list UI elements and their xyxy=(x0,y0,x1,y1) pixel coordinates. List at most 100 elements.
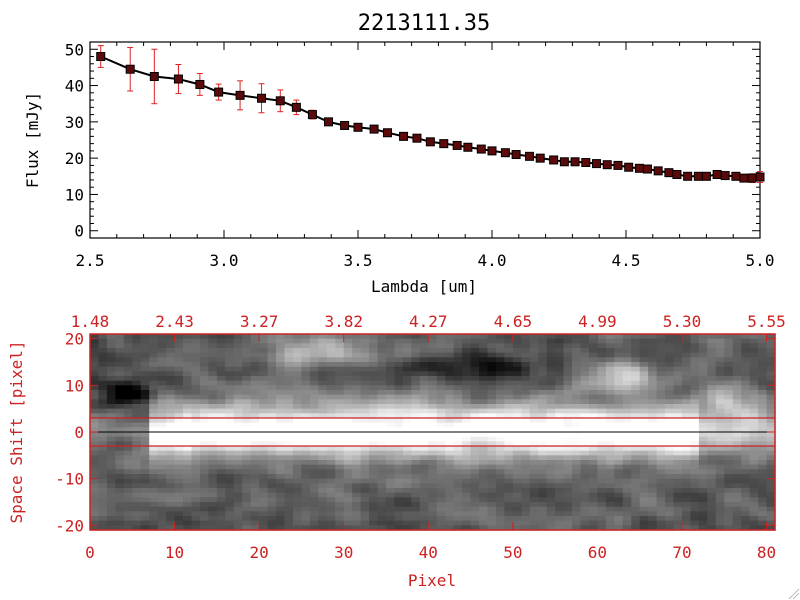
heatmap-cell xyxy=(352,343,362,349)
heatmap-cell xyxy=(242,455,252,461)
data-point xyxy=(425,137,435,147)
heatmap-cell xyxy=(690,469,700,475)
heatmap-cell xyxy=(479,474,489,480)
heatmap-cell xyxy=(453,422,463,428)
y-tick-label: -20 xyxy=(55,516,84,535)
heatmap-cell xyxy=(462,497,472,503)
heatmap-cell xyxy=(622,483,632,489)
heatmap-cell xyxy=(250,446,260,452)
heatmap-cell xyxy=(292,418,303,424)
heatmap-cell xyxy=(555,516,565,522)
heatmap-cell xyxy=(715,352,725,358)
heatmap-cell xyxy=(191,525,201,531)
heatmap-cell xyxy=(529,376,539,382)
heatmap-cell xyxy=(681,502,692,508)
heatmap-cell xyxy=(546,376,556,382)
heatmap-cell xyxy=(428,413,438,419)
heatmap-cell xyxy=(394,436,404,442)
heatmap-cell xyxy=(614,455,624,461)
heatmap-cell xyxy=(98,455,108,461)
top-tick-label: 4.65 xyxy=(494,312,533,331)
heatmap-cell xyxy=(749,371,759,377)
heatmap-cell xyxy=(394,394,404,400)
heatmap-cell xyxy=(715,385,725,391)
heatmap-cell xyxy=(377,380,387,386)
heatmap-cell xyxy=(369,511,379,517)
pixel-axis-ticks: 0 10 20 30 40 50 60 70 80 xyxy=(85,522,776,562)
heatmap-cell xyxy=(157,469,167,475)
heatmap-cell xyxy=(749,446,759,452)
heatmap-cell xyxy=(318,441,328,447)
heatmap-cell xyxy=(199,446,209,452)
heatmap-cell xyxy=(648,520,658,526)
heatmap-cell xyxy=(504,469,514,475)
heatmap-cell xyxy=(419,516,429,522)
heatmap-cell xyxy=(724,520,734,526)
heatmap-cell xyxy=(656,371,666,377)
heatmap-cell xyxy=(419,450,429,456)
heatmap-cell xyxy=(572,455,582,461)
heatmap-cell xyxy=(470,520,480,526)
heatmap-cell xyxy=(385,483,396,489)
data-point xyxy=(382,128,392,138)
heatmap-cell xyxy=(216,436,226,442)
heatmap-cell xyxy=(715,343,725,349)
heatmap-cell xyxy=(276,455,286,461)
x-tick-label: 4.0 xyxy=(478,251,507,270)
heatmap-cell xyxy=(631,343,641,349)
heatmap-cell xyxy=(106,506,116,512)
heatmap-cell xyxy=(284,432,294,438)
heatmap-cell xyxy=(690,404,700,410)
heatmap-cell xyxy=(225,348,235,354)
heatmap-cell xyxy=(479,376,489,382)
heatmap-cell xyxy=(106,422,116,428)
data-point xyxy=(149,71,159,81)
heatmap-cell xyxy=(732,399,742,405)
heatmap-cell xyxy=(766,343,776,349)
y-tick-label: 0 xyxy=(74,222,84,241)
heatmap-cell xyxy=(445,408,455,414)
heatmap-cell xyxy=(419,385,429,391)
heatmap-cell xyxy=(225,413,235,419)
heatmap-cell xyxy=(242,427,252,433)
heatmap-cell xyxy=(309,376,319,382)
heatmap-cell xyxy=(225,432,235,438)
heatmap-cell xyxy=(98,408,108,414)
heatmap-cell xyxy=(352,497,362,503)
data-point xyxy=(664,168,674,178)
heatmap-cell xyxy=(149,483,159,489)
heatmap-cell xyxy=(521,483,531,489)
heatmap-cell xyxy=(123,404,133,410)
heatmap-cell xyxy=(191,399,201,405)
heatmap-cell xyxy=(259,483,269,489)
heatmap-cell xyxy=(538,478,548,484)
heatmap-cell xyxy=(419,446,429,452)
heatmap-cell xyxy=(470,399,480,405)
heatmap-cell xyxy=(267,352,277,358)
x-tick-label: 80 xyxy=(757,543,776,562)
heatmap-cell xyxy=(377,404,387,410)
heatmap-cell xyxy=(512,390,522,396)
heatmap-cell xyxy=(555,492,565,498)
resize-grip-icon[interactable] xyxy=(786,586,800,600)
heatmap-cell xyxy=(572,483,582,489)
heatmap-cell xyxy=(292,422,303,428)
heatmap-cell xyxy=(479,483,489,489)
heatmap-cell xyxy=(470,516,480,522)
heatmap-cell xyxy=(335,450,345,456)
heatmap-cell xyxy=(707,343,717,349)
heatmap-cell xyxy=(639,446,649,452)
heatmap-cell xyxy=(614,366,624,372)
heatmap-cell xyxy=(665,385,675,391)
heatmap-cell xyxy=(318,343,328,349)
heatmap-cell xyxy=(724,525,734,531)
heatmap-cell xyxy=(741,441,751,447)
heatmap-cell xyxy=(673,492,683,498)
heatmap-cell xyxy=(140,371,150,377)
heatmap-cell xyxy=(115,511,125,517)
heatmap-cell xyxy=(140,469,150,475)
heatmap-cell xyxy=(233,525,243,531)
heatmap-cell xyxy=(301,376,311,382)
heatmap-cell xyxy=(115,483,125,489)
heatmap-cell xyxy=(276,338,286,344)
